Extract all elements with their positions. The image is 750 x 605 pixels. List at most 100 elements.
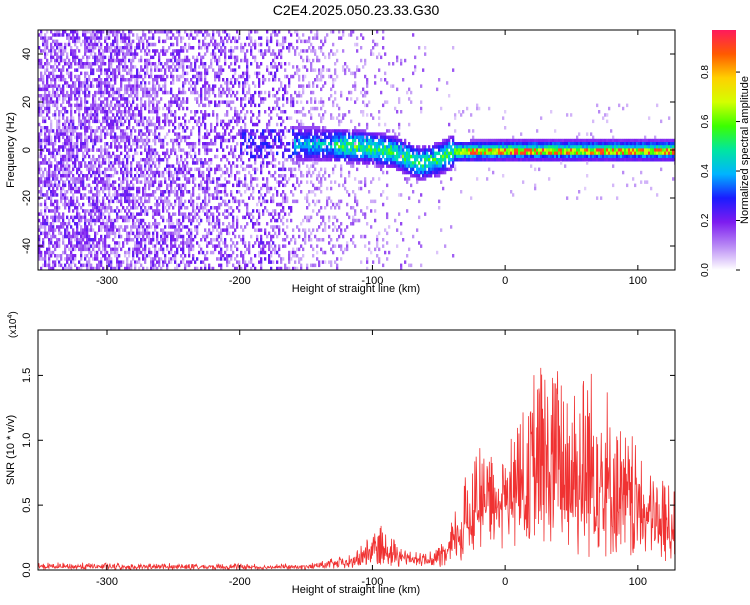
heatmap-cell: [62, 193, 65, 197]
heatmap-cell: [74, 231, 77, 236]
heatmap-cell: [208, 174, 211, 178]
heatmap-cell: [126, 170, 129, 175]
heatmap-cell: [56, 186, 59, 191]
heatmap-cell: [122, 138, 125, 143]
heatmap-cell: [258, 135, 261, 140]
heatmap-cell: [236, 46, 239, 50]
heatmap-cell: [270, 238, 273, 242]
heatmap-cell: [54, 154, 57, 159]
heatmap-cell: [250, 119, 253, 124]
heatmap-cell: [66, 84, 69, 88]
heatmap-cell: [202, 119, 205, 124]
heatmap-cell: [78, 94, 81, 98]
heatmap-cell: [242, 119, 245, 124]
heatmap-cell: [268, 212, 271, 216]
heatmap-cell: [230, 94, 233, 98]
heatmap-cell: [70, 257, 73, 261]
heatmap-cell: [136, 212, 139, 216]
heatmap-cell: [162, 215, 165, 220]
heatmap-cell: [110, 126, 113, 130]
heatmap-cell: [226, 231, 229, 236]
heatmap-cell: [62, 58, 65, 63]
heatmap-cell: [186, 170, 189, 175]
heatmap-cell: [208, 177, 211, 181]
heatmap-cell: [104, 49, 107, 53]
heatmap-cell: [84, 30, 87, 34]
heatmap-cell: [276, 42, 279, 47]
heatmap-cell: [168, 183, 171, 188]
heatmap-cell: [294, 174, 297, 178]
heatmap-cell: [186, 241, 189, 245]
heatmap-cell: [224, 193, 227, 197]
heatmap-cell: [280, 180, 283, 184]
heatmap-cell: [48, 62, 51, 66]
heatmap-cell: [238, 84, 241, 88]
heatmap-cell: [224, 49, 227, 53]
heatmap-cell: [182, 148, 185, 152]
heatmap-cell: [240, 97, 243, 101]
heatmap-cell: [184, 129, 187, 133]
heatmap-cell: [196, 270, 198, 274]
heatmap-cell: [96, 30, 99, 34]
heatmap-cell: [150, 193, 153, 197]
heatmap-cell: [220, 71, 223, 76]
heatmap-cell: [58, 74, 61, 79]
heatmap-cell: [188, 231, 191, 236]
heatmap-cell: [98, 158, 101, 162]
heatmap-cell: [70, 49, 73, 53]
heatmap-cell: [44, 202, 47, 207]
heatmap-cell: [186, 151, 189, 156]
heatmap-cell: [158, 55, 161, 60]
heatmap-cell: [58, 260, 61, 264]
heatmap-cell: [198, 39, 201, 44]
heatmap-cell: [102, 186, 105, 191]
heatmap-cell: [242, 90, 245, 95]
heatmap-cell: [156, 212, 159, 216]
heatmap-cell: [54, 199, 57, 204]
heatmap-cell: [124, 46, 127, 50]
heatmap-cell: [58, 263, 61, 268]
heatmap-cell: [216, 222, 219, 226]
heatmap-cell: [212, 49, 215, 53]
heatmap-cell: [110, 154, 113, 159]
heatmap-cell: [208, 167, 211, 172]
heatmap-cell: [76, 241, 79, 245]
heatmap-cell: [74, 263, 77, 268]
heatmap-cell: [226, 167, 229, 172]
heatmap-cell: [106, 218, 109, 223]
heatmap-cell: [178, 186, 181, 191]
heatmap-cell: [146, 122, 149, 127]
heatmap-cell: [52, 170, 55, 175]
heatmap-cell: [296, 110, 299, 114]
heatmap-cell: [242, 183, 245, 188]
heatmap-cell: [148, 58, 151, 63]
heatmap-cell: [152, 170, 155, 175]
heatmap-cell: [134, 142, 137, 146]
heatmap-cell: [182, 170, 185, 175]
heatmap-cell: [156, 113, 159, 117]
heatmap-cell: [118, 234, 121, 239]
heatmap-cell: [250, 36, 253, 40]
heatmap-cell: [152, 84, 155, 88]
heatmap-cell: [144, 167, 147, 172]
heatmap-cell: [224, 122, 227, 127]
heatmap-cell: [146, 138, 149, 143]
heatmap-cell: [56, 42, 59, 47]
heatmap-cell: [58, 62, 61, 66]
heatmap-cell: [58, 254, 61, 258]
heatmap-cell: [54, 100, 57, 104]
heatmap-cell: [52, 186, 55, 191]
heatmap-cell: [76, 190, 79, 194]
heatmap-cell: [266, 190, 269, 194]
heatmap-cell: [272, 106, 275, 111]
heatmap-cell: [186, 78, 189, 82]
heatmap-cell: [150, 177, 153, 181]
heatmap-cell: [176, 39, 179, 44]
heatmap-cell: [152, 110, 155, 114]
heatmap-cell: [138, 138, 141, 143]
heatmap-cell: [200, 87, 203, 92]
heatmap-cell: [44, 129, 47, 133]
heatmap-cell: [260, 161, 263, 165]
heatmap-cell: [92, 154, 95, 159]
